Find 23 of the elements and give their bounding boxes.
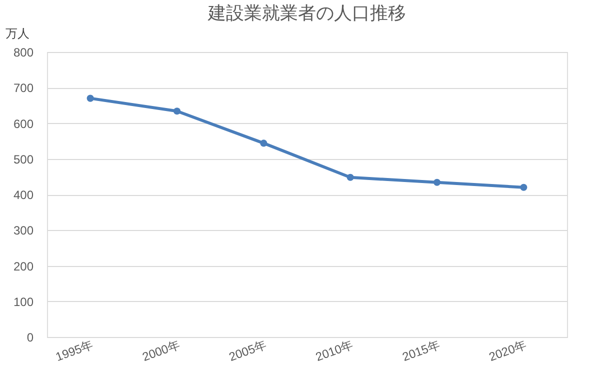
chart-title: 建設業就業者の人口推移 [207, 3, 406, 23]
y-tick-label: 0 [26, 330, 34, 344]
y-tick-label: 300 [13, 224, 34, 238]
y-tick-label: 400 [13, 188, 34, 202]
point [86, 94, 94, 102]
point [173, 108, 181, 115]
y-tick-label: 700 [13, 81, 34, 96]
x-tick-label: 2010年 [314, 338, 355, 364]
x-tick-label: 1995年 [54, 338, 95, 364]
point [520, 184, 528, 191]
point [260, 140, 268, 147]
x-tick-label: 2020年 [487, 338, 528, 364]
y-tick-label: 600 [13, 116, 34, 131]
y-tick-label: 200 [13, 259, 34, 274]
x-tick-label: 2005年 [227, 338, 268, 364]
y-tick-label: 800 [13, 46, 34, 60]
point [346, 174, 354, 181]
y-axis-title: 万人 [6, 26, 30, 40]
x-tick-label: 2015年 [400, 338, 442, 364]
point [433, 178, 441, 186]
y-tick-label: 100 [13, 294, 34, 309]
y-tick-label: 500 [13, 152, 34, 166]
x-tick-label: 2000年 [140, 338, 182, 364]
